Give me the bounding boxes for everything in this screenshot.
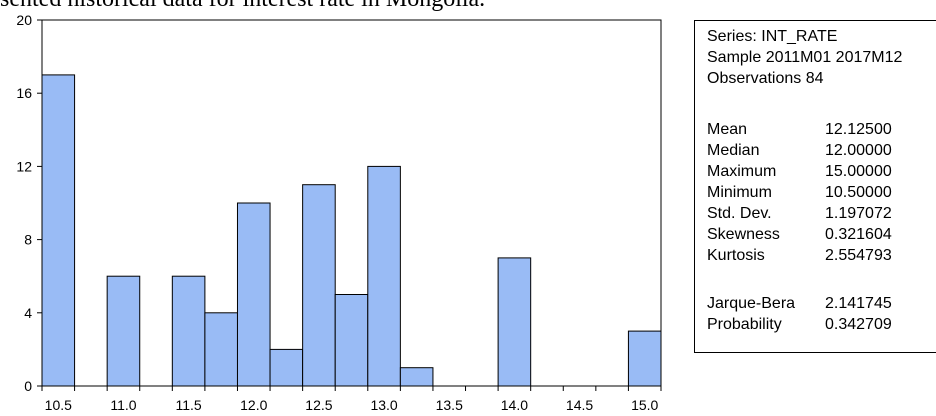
stat-label: Median [707, 142, 760, 159]
y-tick-label: 16 [16, 85, 32, 101]
statistics-panel: Series: INT_RATE Sample 2011M01 2017M12 … [694, 20, 936, 353]
stat-label: Jarque-Bera [707, 295, 796, 312]
stat-value: 1.197072 [825, 205, 892, 222]
x-tick-label: 11.5 [175, 397, 201, 413]
series-name: Series: INT_RATE [707, 28, 838, 45]
x-tick-label: 12.0 [240, 397, 267, 413]
x-tick-label: 11.0 [110, 397, 136, 413]
histogram-bar [106, 275, 141, 387]
histogram-bar [627, 330, 662, 387]
stat-label: Std. Dev. [707, 205, 772, 222]
histogram-bar [204, 312, 238, 387]
observation-count: Observations 84 [707, 70, 824, 87]
y-tick-label: 12 [16, 158, 32, 174]
histogram-chart: 0 4 8 12 16 20 10.5 11.0 11.5 12.0 12.5 13.0 13.5 14.… [16, 12, 662, 413]
stat-label: Probability [707, 316, 782, 333]
histogram-bar [334, 294, 369, 387]
x-tick-label: 14.0 [501, 397, 528, 413]
stat-label: Maximum [707, 163, 777, 180]
histogram-bar [497, 257, 532, 387]
stat-label: Minimum [707, 184, 772, 201]
stat-value: 2.141745 [825, 295, 892, 312]
stat-value: 0.342709 [825, 316, 892, 333]
y-tick-label: 20 [16, 12, 32, 28]
histogram-bar [171, 275, 206, 387]
stat-label: Kurtosis [707, 247, 765, 264]
x-tick-label: 10.5 [45, 397, 72, 413]
histogram-bar [302, 184, 336, 387]
stat-value: 2.554793 [825, 247, 892, 264]
page-caption: sented historical data for interest rate… [0, 0, 485, 13]
histogram-bar [399, 367, 434, 387]
histogram-bar [236, 202, 271, 387]
stat-label: Mean [707, 121, 748, 138]
x-tick-label: 12.5 [305, 397, 332, 413]
y-tick-label: 8 [24, 232, 32, 248]
histogram-bar [367, 165, 401, 387]
stat-value: 10.50000 [825, 184, 892, 201]
stat-value: 12.00000 [825, 142, 892, 159]
stat-value: 15.00000 [825, 163, 892, 180]
x-tick-label: 15.0 [631, 397, 658, 413]
x-tick-label: 13.0 [370, 397, 397, 413]
y-tick-label: 4 [24, 305, 32, 321]
stat-label: Skewness [707, 226, 780, 243]
x-tick-label: 13.5 [436, 397, 463, 413]
histogram-bar [41, 74, 76, 387]
x-tick-label: 14.5 [566, 397, 593, 413]
sample-range: Sample 2011M01 2017M12 [707, 49, 903, 66]
y-tick-label: 0 [24, 378, 32, 394]
histogram-bar [269, 348, 304, 387]
stat-value: 12.12500 [825, 121, 892, 138]
stat-value: 0.321604 [825, 226, 892, 243]
